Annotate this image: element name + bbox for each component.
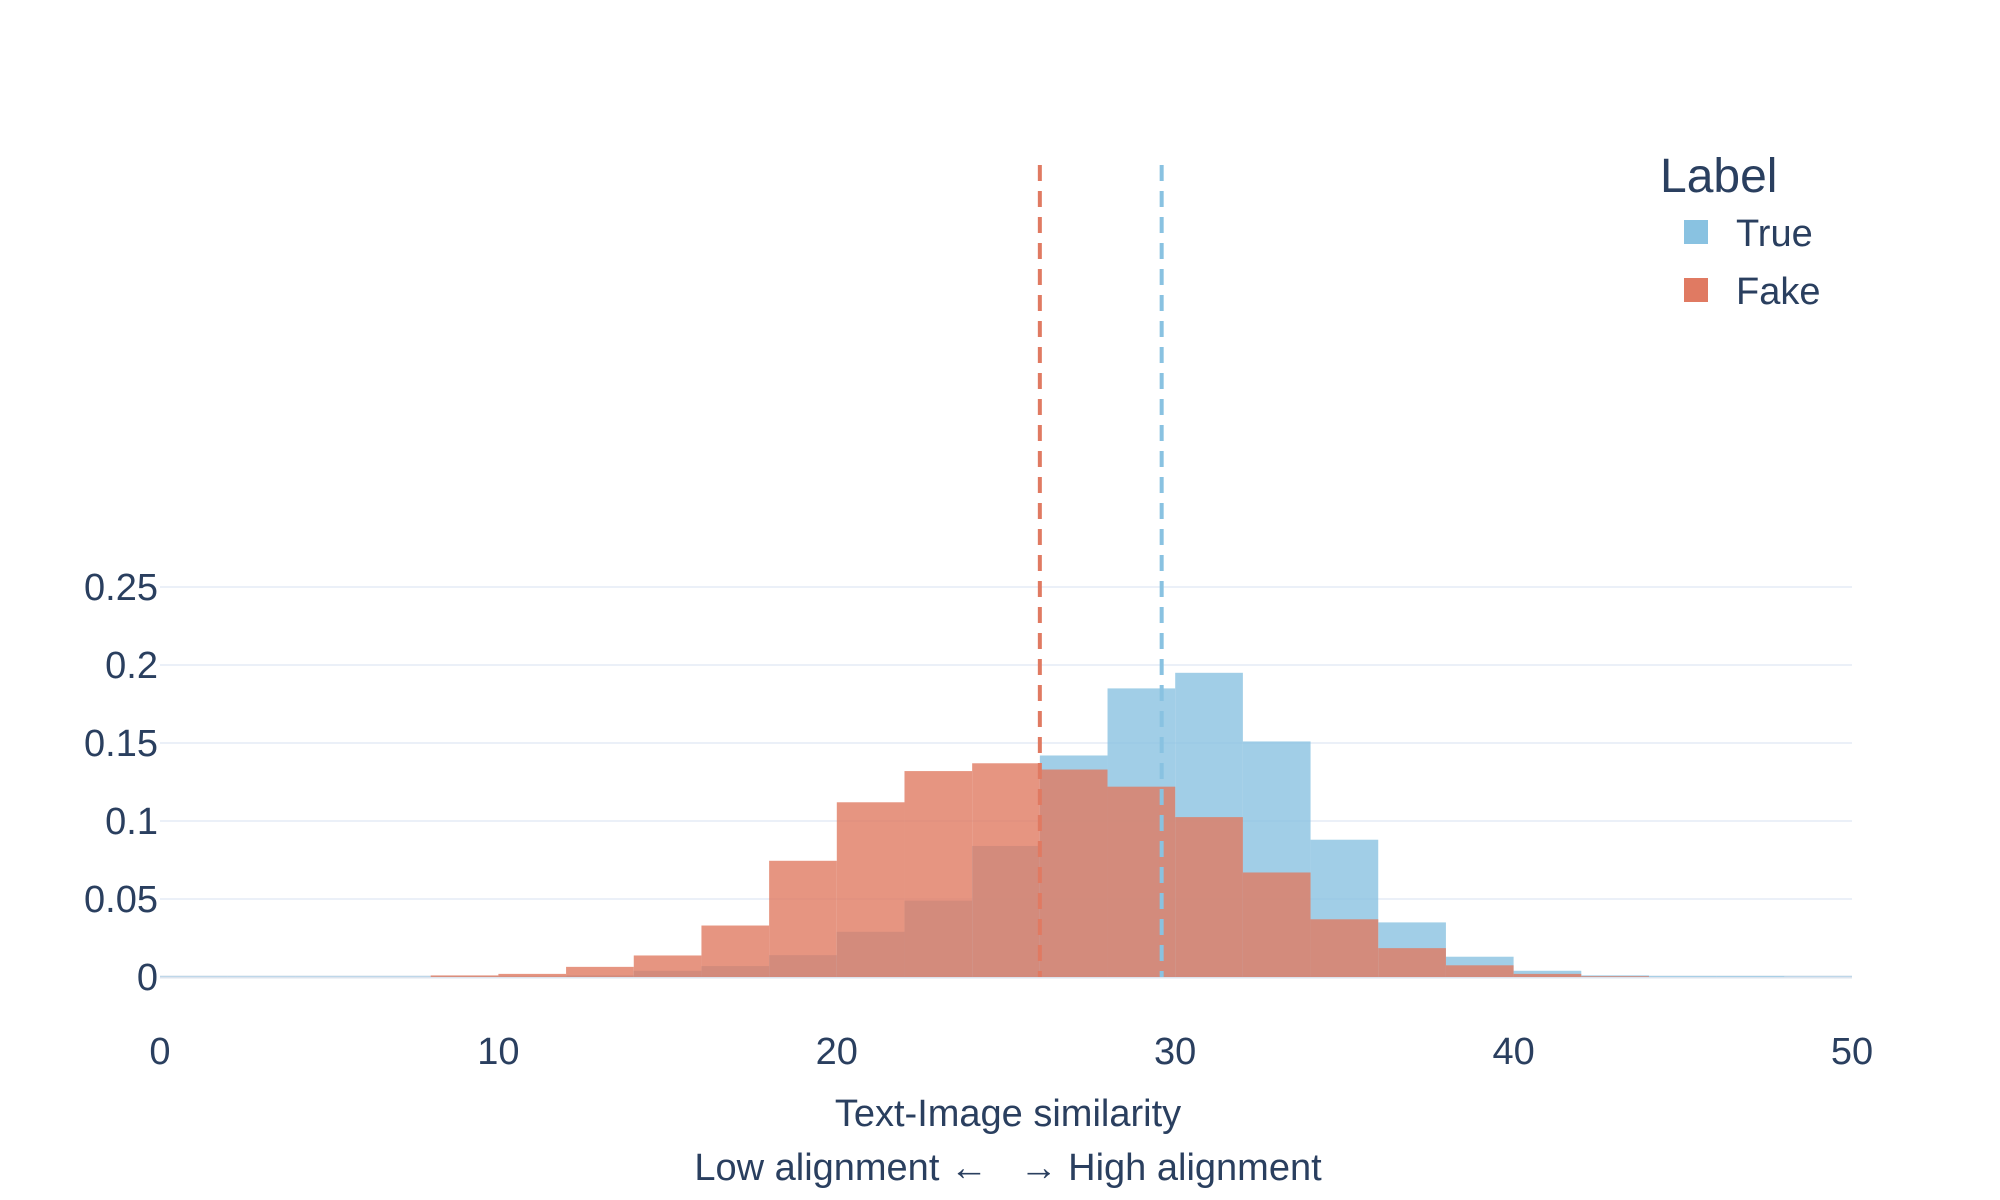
bar-true bbox=[1716, 976, 1785, 977]
bar-fake bbox=[701, 925, 770, 977]
histogram-bars bbox=[160, 672, 1852, 977]
bar-fake bbox=[1581, 976, 1649, 977]
x-axis-ticks: 0 10 20 30 40 50 bbox=[149, 1031, 1873, 1073]
bar-fake bbox=[1378, 948, 1446, 977]
bar-fake bbox=[1445, 965, 1514, 977]
y-tick-label: 0.05 bbox=[84, 879, 158, 921]
x-tick-label: 30 bbox=[1154, 1031, 1196, 1073]
y-tick-label: 0.15 bbox=[84, 723, 158, 765]
bar-fake bbox=[430, 975, 499, 977]
legend-title: Label bbox=[1660, 150, 1777, 203]
y-tick-label: 0.2 bbox=[105, 645, 158, 687]
y-axis-ticks: 0 0.05 0.1 0.15 0.2 0.25 bbox=[84, 567, 158, 999]
bar-fake bbox=[498, 973, 567, 977]
legend-label-fake: Fake bbox=[1736, 271, 1820, 313]
legend-swatch-fake bbox=[1684, 278, 1708, 302]
bar-true bbox=[1648, 976, 1717, 977]
bar-fake bbox=[633, 955, 702, 977]
bar-fake bbox=[972, 763, 1040, 977]
mean-lines bbox=[1037, 165, 1164, 977]
x-tick-label: 20 bbox=[816, 1031, 858, 1073]
bar-fake bbox=[1175, 817, 1243, 977]
x-tick-label: 40 bbox=[1492, 1031, 1534, 1073]
bar-fake bbox=[1039, 769, 1108, 977]
x-tick-label: 0 bbox=[149, 1031, 170, 1073]
x-tick-label: 10 bbox=[477, 1031, 519, 1073]
bar-fake bbox=[769, 860, 837, 977]
x-axis-title-line2: Low alignment ← → High alignment bbox=[694, 1147, 1322, 1189]
legend-label-true: True bbox=[1736, 213, 1813, 255]
y-tick-label: 0.1 bbox=[105, 801, 158, 843]
bar-fake bbox=[566, 966, 634, 977]
bar-fake bbox=[1513, 973, 1582, 977]
bar-fake bbox=[1107, 786, 1176, 977]
bar-fake bbox=[836, 802, 905, 977]
legend: Label True Fake bbox=[1660, 150, 1820, 313]
x-tick-label: 50 bbox=[1831, 1031, 1873, 1073]
y-tick-label: 0.25 bbox=[84, 567, 158, 609]
x-axis-title-line1: Text-Image similarity bbox=[835, 1093, 1181, 1135]
bar-fake bbox=[904, 771, 973, 977]
bar-fake bbox=[1242, 872, 1311, 977]
y-tick-label: 0 bbox=[137, 957, 158, 999]
legend-swatch-true bbox=[1684, 220, 1708, 244]
bar-fake bbox=[1310, 919, 1379, 977]
